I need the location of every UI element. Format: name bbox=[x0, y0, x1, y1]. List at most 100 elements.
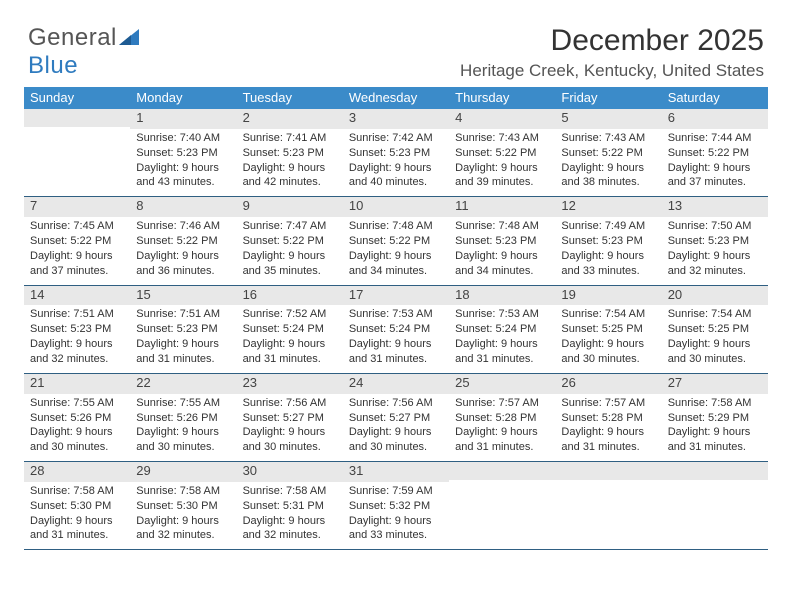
calendar-day-cell: 23Sunrise: 7:56 AMSunset: 5:27 PMDayligh… bbox=[237, 374, 343, 461]
day-details: Sunrise: 7:45 AMSunset: 5:22 PMDaylight:… bbox=[24, 217, 130, 284]
daylight-line1: Daylight: 9 hours bbox=[30, 514, 124, 529]
sunrise-text: Sunrise: 7:51 AM bbox=[30, 307, 124, 322]
sunrise-text: Sunrise: 7:55 AM bbox=[30, 396, 124, 411]
daylight-line2: and 37 minutes. bbox=[30, 264, 124, 279]
daylight-line2: and 33 minutes. bbox=[561, 264, 655, 279]
calendar-day-cell: 3Sunrise: 7:42 AMSunset: 5:23 PMDaylight… bbox=[343, 109, 449, 196]
daylight-line1: Daylight: 9 hours bbox=[136, 337, 230, 352]
sunrise-text: Sunrise: 7:52 AM bbox=[243, 307, 337, 322]
daylight-line1: Daylight: 9 hours bbox=[561, 161, 655, 176]
calendar-day-cell: 17Sunrise: 7:53 AMSunset: 5:24 PMDayligh… bbox=[343, 286, 449, 373]
daylight-line2: and 31 minutes. bbox=[136, 352, 230, 367]
daylight-line1: Daylight: 9 hours bbox=[668, 337, 762, 352]
day-details: Sunrise: 7:46 AMSunset: 5:22 PMDaylight:… bbox=[130, 217, 236, 284]
sunset-text: Sunset: 5:23 PM bbox=[668, 234, 762, 249]
day-number: 7 bbox=[24, 197, 130, 217]
day-details: Sunrise: 7:53 AMSunset: 5:24 PMDaylight:… bbox=[343, 305, 449, 372]
day-details: Sunrise: 7:55 AMSunset: 5:26 PMDaylight:… bbox=[24, 394, 130, 461]
sunrise-text: Sunrise: 7:53 AM bbox=[349, 307, 443, 322]
day-details: Sunrise: 7:49 AMSunset: 5:23 PMDaylight:… bbox=[555, 217, 661, 284]
day-details: Sunrise: 7:56 AMSunset: 5:27 PMDaylight:… bbox=[237, 394, 343, 461]
sunset-text: Sunset: 5:22 PM bbox=[349, 234, 443, 249]
sunrise-text: Sunrise: 7:41 AM bbox=[243, 131, 337, 146]
day-details: Sunrise: 7:58 AMSunset: 5:31 PMDaylight:… bbox=[237, 482, 343, 549]
sunrise-text: Sunrise: 7:58 AM bbox=[30, 484, 124, 499]
sunrise-text: Sunrise: 7:57 AM bbox=[561, 396, 655, 411]
sunset-text: Sunset: 5:27 PM bbox=[349, 411, 443, 426]
sunrise-text: Sunrise: 7:56 AM bbox=[349, 396, 443, 411]
sunset-text: Sunset: 5:32 PM bbox=[349, 499, 443, 514]
calendar-day-cell: 9Sunrise: 7:47 AMSunset: 5:22 PMDaylight… bbox=[237, 197, 343, 284]
sunrise-text: Sunrise: 7:44 AM bbox=[668, 131, 762, 146]
daylight-line2: and 39 minutes. bbox=[455, 175, 549, 190]
day-number: 16 bbox=[237, 286, 343, 306]
daylight-line1: Daylight: 9 hours bbox=[30, 249, 124, 264]
daylight-line1: Daylight: 9 hours bbox=[243, 514, 337, 529]
day-number: 8 bbox=[130, 197, 236, 217]
sunrise-text: Sunrise: 7:58 AM bbox=[243, 484, 337, 499]
dow-header: Friday bbox=[555, 87, 661, 109]
sunrise-text: Sunrise: 7:49 AM bbox=[561, 219, 655, 234]
calendar-day-cell: 22Sunrise: 7:55 AMSunset: 5:26 PMDayligh… bbox=[130, 374, 236, 461]
sunrise-text: Sunrise: 7:43 AM bbox=[455, 131, 549, 146]
daylight-line1: Daylight: 9 hours bbox=[455, 337, 549, 352]
day-number: 14 bbox=[24, 286, 130, 306]
daylight-line1: Daylight: 9 hours bbox=[455, 249, 549, 264]
sunset-text: Sunset: 5:23 PM bbox=[243, 146, 337, 161]
sunset-text: Sunset: 5:23 PM bbox=[30, 322, 124, 337]
sunset-text: Sunset: 5:28 PM bbox=[455, 411, 549, 426]
calendar-day-cell: 4Sunrise: 7:43 AMSunset: 5:22 PMDaylight… bbox=[449, 109, 555, 196]
sunset-text: Sunset: 5:22 PM bbox=[561, 146, 655, 161]
daylight-line1: Daylight: 9 hours bbox=[136, 249, 230, 264]
daylight-line2: and 31 minutes. bbox=[561, 440, 655, 455]
day-details: Sunrise: 7:54 AMSunset: 5:25 PMDaylight:… bbox=[555, 305, 661, 372]
day-details: Sunrise: 7:53 AMSunset: 5:24 PMDaylight:… bbox=[449, 305, 555, 372]
day-details: Sunrise: 7:56 AMSunset: 5:27 PMDaylight:… bbox=[343, 394, 449, 461]
daylight-line2: and 36 minutes. bbox=[136, 264, 230, 279]
day-number: 5 bbox=[555, 109, 661, 129]
sunset-text: Sunset: 5:22 PM bbox=[30, 234, 124, 249]
calendar-day-cell bbox=[662, 462, 768, 549]
calendar-day-cell: 18Sunrise: 7:53 AMSunset: 5:24 PMDayligh… bbox=[449, 286, 555, 373]
daylight-line1: Daylight: 9 hours bbox=[561, 425, 655, 440]
daylight-line2: and 31 minutes. bbox=[349, 352, 443, 367]
day-details: Sunrise: 7:51 AMSunset: 5:23 PMDaylight:… bbox=[24, 305, 130, 372]
day-details: Sunrise: 7:54 AMSunset: 5:25 PMDaylight:… bbox=[662, 305, 768, 372]
sunrise-text: Sunrise: 7:50 AM bbox=[668, 219, 762, 234]
day-number: 26 bbox=[555, 374, 661, 394]
daylight-line2: and 30 minutes. bbox=[243, 440, 337, 455]
calendar-day-cell: 27Sunrise: 7:58 AMSunset: 5:29 PMDayligh… bbox=[662, 374, 768, 461]
sunset-text: Sunset: 5:23 PM bbox=[136, 146, 230, 161]
day-number: 6 bbox=[662, 109, 768, 129]
daylight-line2: and 30 minutes. bbox=[668, 352, 762, 367]
day-number bbox=[24, 109, 130, 127]
day-number: 30 bbox=[237, 462, 343, 482]
daylight-line2: and 32 minutes. bbox=[243, 528, 337, 543]
daylight-line2: and 30 minutes. bbox=[561, 352, 655, 367]
daylight-line2: and 32 minutes. bbox=[668, 264, 762, 279]
sunrise-text: Sunrise: 7:58 AM bbox=[136, 484, 230, 499]
day-number: 2 bbox=[237, 109, 343, 129]
calendar-day-cell: 15Sunrise: 7:51 AMSunset: 5:23 PMDayligh… bbox=[130, 286, 236, 373]
day-number: 22 bbox=[130, 374, 236, 394]
logo-triangle-icon bbox=[119, 24, 139, 52]
day-details: Sunrise: 7:50 AMSunset: 5:23 PMDaylight:… bbox=[662, 217, 768, 284]
sunrise-text: Sunrise: 7:47 AM bbox=[243, 219, 337, 234]
day-details: Sunrise: 7:58 AMSunset: 5:30 PMDaylight:… bbox=[130, 482, 236, 549]
day-details: Sunrise: 7:58 AMSunset: 5:30 PMDaylight:… bbox=[24, 482, 130, 549]
day-number: 25 bbox=[449, 374, 555, 394]
day-number: 21 bbox=[24, 374, 130, 394]
sunrise-text: Sunrise: 7:55 AM bbox=[136, 396, 230, 411]
daylight-line2: and 37 minutes. bbox=[668, 175, 762, 190]
sunset-text: Sunset: 5:29 PM bbox=[668, 411, 762, 426]
daylight-line2: and 34 minutes. bbox=[455, 264, 549, 279]
calendar-day-cell bbox=[24, 109, 130, 196]
daylight-line2: and 31 minutes. bbox=[30, 528, 124, 543]
daylight-line1: Daylight: 9 hours bbox=[668, 249, 762, 264]
day-number: 18 bbox=[449, 286, 555, 306]
sunrise-text: Sunrise: 7:46 AM bbox=[136, 219, 230, 234]
daylight-line1: Daylight: 9 hours bbox=[349, 425, 443, 440]
calendar-week-row: 21Sunrise: 7:55 AMSunset: 5:26 PMDayligh… bbox=[24, 374, 768, 462]
calendar-day-cell: 2Sunrise: 7:41 AMSunset: 5:23 PMDaylight… bbox=[237, 109, 343, 196]
day-number: 20 bbox=[662, 286, 768, 306]
